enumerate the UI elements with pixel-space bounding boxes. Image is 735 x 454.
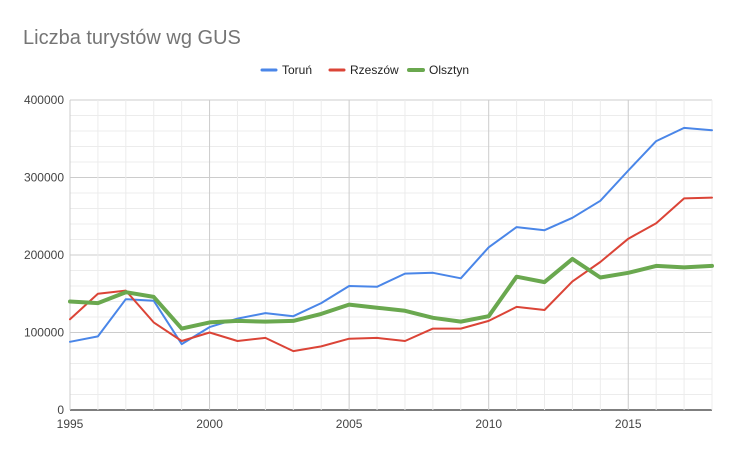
legend: Toruń Rzeszów Olsztyn <box>260 63 469 77</box>
y-tick-label: 300000 <box>24 171 64 185</box>
legend-label: Olsztyn <box>429 63 469 77</box>
x-axis-ticks: 1995 2000 2005 2010 2015 <box>57 417 642 431</box>
series-line-olsztyn <box>68 256 714 331</box>
y-tick-label: 200000 <box>24 248 64 262</box>
x-tick-label: 1995 <box>57 417 84 431</box>
x-tick-label: 2010 <box>475 417 502 431</box>
x-tick-label: 2005 <box>336 417 363 431</box>
x-tick-label: 2000 <box>196 417 223 431</box>
chart-title: Liczba turystów wg GUS <box>23 27 241 49</box>
y-tick-label: 0 <box>57 403 64 417</box>
y-tick-label: 400000 <box>24 93 64 107</box>
y-axis-ticks: 0 100000 200000 300000 400000 <box>24 93 64 417</box>
grid <box>69 99 713 411</box>
y-tick-label: 100000 <box>24 326 64 340</box>
x-tick-label: 2015 <box>615 417 642 431</box>
series-lines <box>68 126 714 353</box>
legend-label: Rzeszów <box>350 63 399 77</box>
legend-label: Toruń <box>282 63 312 77</box>
series-line-rzeszów <box>69 196 713 353</box>
